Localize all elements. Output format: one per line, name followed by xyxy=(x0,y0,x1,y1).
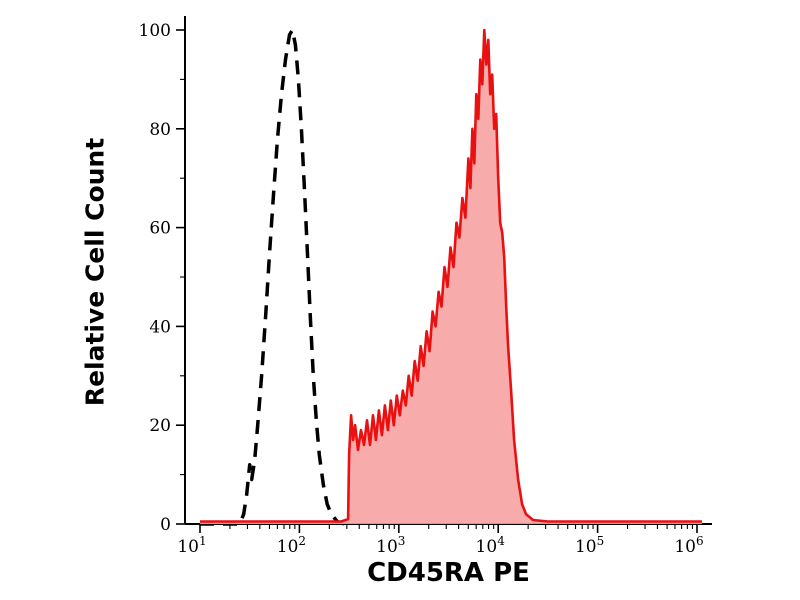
y-tick-label: 60 xyxy=(149,219,171,239)
y-tick-label: 100 xyxy=(139,21,171,41)
x-tick-label: 106 xyxy=(674,534,703,557)
cd45ra-pe-fill xyxy=(200,30,702,524)
isotype-control-curve xyxy=(200,28,345,526)
y-tick-label: 80 xyxy=(149,120,171,140)
y-axis-label: Relative Cell Count xyxy=(80,137,110,407)
x-tick-label: 102 xyxy=(277,534,306,557)
x-tick-label: 104 xyxy=(476,534,506,557)
cd45ra-pe-curve xyxy=(200,28,702,523)
tick-marks xyxy=(176,29,698,533)
y-tick-label: 20 xyxy=(149,416,171,436)
x-tick-label: 101 xyxy=(177,534,206,557)
tick-labels: 101 102 103 104 105 106 0 20 40 60 80 100 xyxy=(139,21,704,557)
y-tick-label: 0 xyxy=(160,515,171,535)
x-tick-label: 105 xyxy=(575,534,604,557)
x-tick-label: 103 xyxy=(376,534,405,557)
y-tick-label: 40 xyxy=(149,317,171,337)
x-axis-label: CD45RA PE xyxy=(367,558,530,588)
